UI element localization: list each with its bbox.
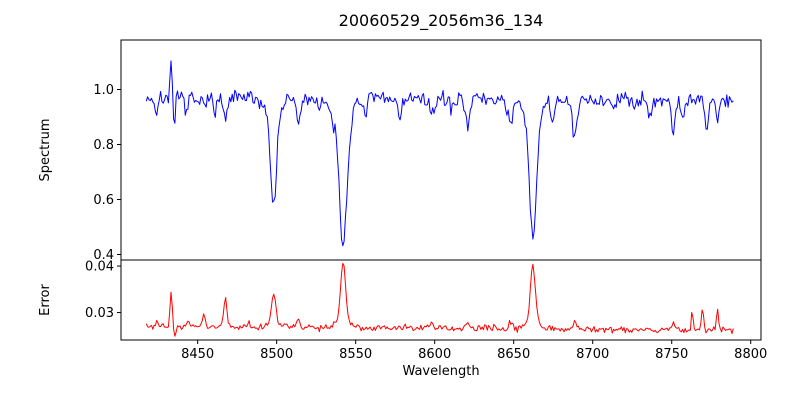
spectrum-y-tick-label: 0.8 — [93, 138, 114, 153]
x-tick-label: 8600 — [418, 347, 451, 362]
x-tick-label: 8550 — [339, 347, 372, 362]
spectrum-line — [145, 60, 734, 247]
spectrum-y-tick-label: 0.4 — [93, 248, 114, 263]
spectrum-y-tick-label: 0.6 — [93, 193, 114, 208]
spectrum-y-axis-label: Spectrum — [38, 118, 53, 182]
error-y-tick-label: 0.04 — [85, 260, 114, 275]
x-tick-label: 8650 — [497, 347, 530, 362]
error-axes-frame — [120, 259, 762, 341]
x-tick-label: 8700 — [576, 347, 609, 362]
figure-title: 20060529_2056m36_134 — [338, 11, 544, 30]
x-axis-label: Wavelength — [402, 364, 480, 379]
spectrum-axes-frame — [120, 39, 762, 261]
x-tick-label: 8750 — [655, 347, 688, 362]
x-tick-label: 8500 — [260, 347, 293, 362]
x-tick-label: 8800 — [734, 347, 767, 362]
error-y-axis-label: Error — [38, 284, 53, 316]
spectrum-y-tick-label: 1.0 — [93, 83, 114, 98]
error-line — [145, 262, 734, 337]
x-tick-label: 8450 — [181, 347, 214, 362]
error-y-tick-label: 0.03 — [85, 306, 114, 321]
